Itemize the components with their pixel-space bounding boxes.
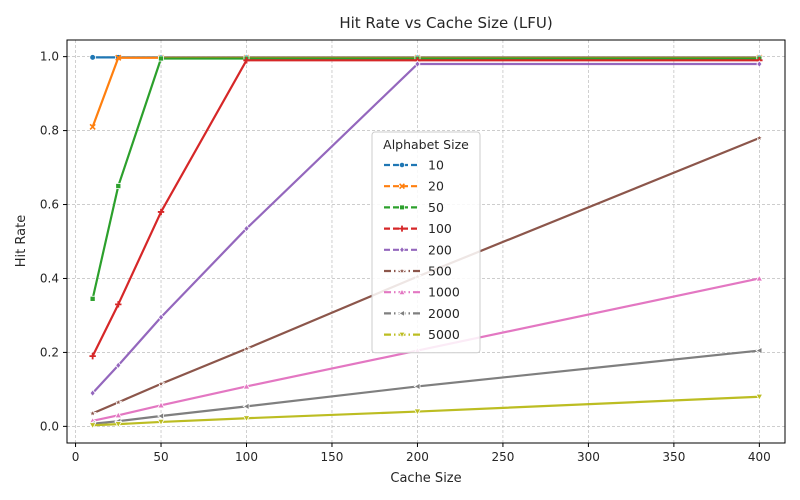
data-point (113, 397, 123, 407)
data-point (158, 55, 164, 62)
x-tick-label: 0 (72, 450, 80, 464)
series-line (91, 59, 760, 357)
data-point (156, 379, 166, 388)
series-2000 (88, 346, 763, 428)
legend-item: 50 (384, 200, 444, 215)
legend-marker (399, 204, 405, 211)
x-tick-label: 150 (321, 450, 344, 464)
y-tick-label: 0.0 (40, 419, 59, 433)
legend-label: 200 (428, 242, 452, 257)
legend-label: 1000 (428, 285, 460, 300)
data-point (89, 352, 96, 360)
data-point (89, 389, 96, 397)
legend: Alphabet Size 10 20 50 100 200 500 1000 2000 5000 (371, 131, 481, 354)
x-axis-label: Cache Size (390, 471, 461, 486)
data-point (414, 60, 421, 68)
legend-label: 10 (428, 158, 444, 173)
series-line (92, 349, 760, 425)
data-point (157, 412, 164, 420)
x-tick-label: 100 (235, 450, 258, 464)
data-point (115, 361, 122, 370)
data-point (413, 408, 422, 416)
data-point (115, 54, 122, 61)
data-point (755, 393, 764, 401)
plot-frame (66, 39, 786, 444)
data-point (89, 295, 96, 302)
y-tick-label: 0.6 (40, 198, 59, 212)
data-point (242, 344, 251, 353)
series-line (91, 57, 760, 300)
x-tick-label: 300 (577, 450, 600, 464)
data-point (114, 411, 123, 419)
legend-item: 100 (384, 221, 452, 236)
legend-item: 1000 (384, 285, 460, 300)
data-point (756, 60, 763, 68)
data-point (115, 301, 122, 308)
data-point (157, 208, 165, 216)
series-line (92, 395, 760, 427)
y-axis-label: Hit Rate (14, 215, 29, 267)
legend-item: 2000 (384, 306, 460, 321)
legend-marker (398, 309, 405, 318)
data-point (157, 401, 165, 409)
data-point (89, 123, 96, 131)
legend-label: 2000 (428, 306, 460, 321)
data-point (755, 346, 763, 355)
data-point (89, 54, 96, 61)
legend-label: 5000 (428, 327, 460, 342)
y-tick-label: 0.4 (40, 271, 59, 285)
series-line (91, 62, 760, 394)
series-line (91, 56, 760, 128)
legend-label: 100 (428, 221, 452, 236)
chart-title: Hit Rate vs Cache Size (LFU) (339, 14, 552, 32)
legend-marker (398, 288, 406, 296)
data-point (88, 422, 97, 430)
legend-item: 200 (384, 242, 452, 257)
data-point (115, 183, 122, 190)
legend-label: 20 (428, 179, 444, 194)
legend-item: 20 (384, 179, 444, 194)
legend-marker (399, 246, 405, 254)
data-point (157, 313, 165, 322)
x-tick-label: 400 (748, 450, 771, 464)
legend-item: 10 (384, 158, 444, 173)
ticks: 0 50 100 150 200 250 300 350 400 0.0 0.2 0.4 0.6 0.8 1… (40, 50, 771, 464)
data-point (755, 274, 764, 282)
data-point (413, 382, 421, 391)
y-tick-label: 0.2 (40, 345, 59, 359)
legend-item: 500 (384, 264, 452, 279)
data-point (242, 402, 250, 411)
legend-title: Alphabet Size (383, 137, 469, 152)
data-point (88, 408, 98, 418)
series-layer (88, 54, 764, 430)
series-5000 (88, 393, 764, 430)
data-point (243, 57, 250, 64)
legend-item: 5000 (384, 327, 460, 342)
y-tick-label: 1.0 (40, 50, 59, 64)
legend-marker (397, 266, 407, 275)
x-tick-label: 350 (662, 450, 685, 464)
x-tick-label: 250 (491, 450, 514, 464)
legend-marker (399, 183, 405, 190)
data-point (754, 133, 764, 142)
legend-marker (399, 225, 405, 232)
data-point (242, 382, 251, 390)
series-200 (89, 60, 763, 397)
legend-label: 50 (428, 200, 444, 215)
y-tick-label: 0.8 (40, 124, 59, 138)
data-point (114, 421, 123, 429)
x-tick-label: 50 (153, 450, 168, 464)
legend-marker (398, 331, 406, 339)
series-20 (89, 54, 763, 131)
data-point (157, 418, 165, 426)
legend-marker (398, 161, 406, 169)
x-tick-label: 200 (406, 450, 429, 464)
data-point (243, 224, 250, 233)
data-point (242, 415, 251, 423)
legend-label: 500 (428, 264, 452, 279)
